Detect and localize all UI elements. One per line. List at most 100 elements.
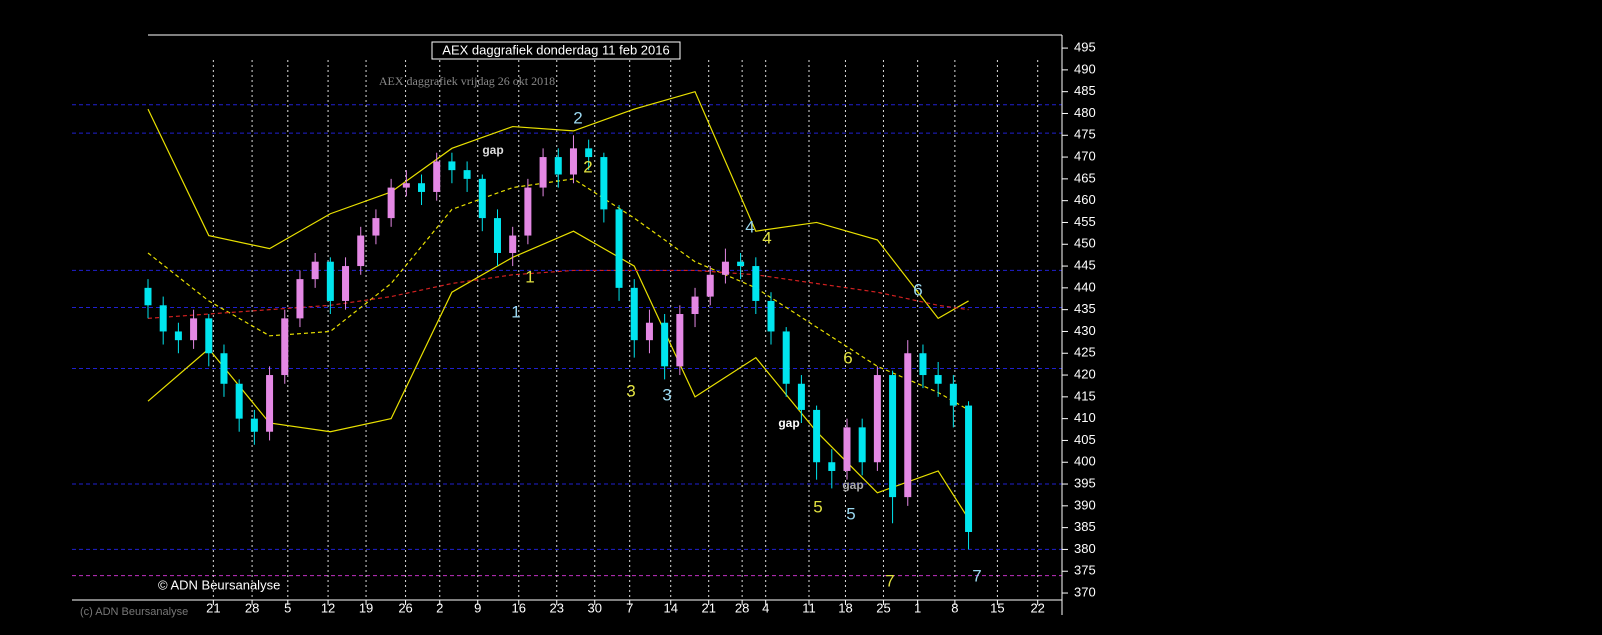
y-tick-label: 435 [1074,301,1096,316]
x-tick-label: 1 [914,600,921,615]
candle-body [190,318,198,341]
candle-body [919,353,927,376]
y-tick-label: 445 [1074,257,1096,272]
wave-label: 6 [913,280,922,299]
x-tick-label: 25 [876,600,890,615]
y-tick-label: 480 [1074,105,1096,120]
candle-body [250,418,258,432]
candle-body [326,261,334,301]
candle-body [645,322,653,341]
candle-body [493,218,501,253]
wave-label: 1 [525,267,534,286]
x-tick-label: 11 [802,600,816,615]
y-tick-label: 370 [1074,584,1096,599]
candle-body [205,318,213,354]
y-tick-label: 410 [1074,410,1096,425]
candle-body [402,183,410,188]
candle-body [311,261,319,280]
wave-label: 3 [662,385,671,404]
x-tick-label: 28 [735,600,749,615]
x-tick-label: 14 [663,600,677,615]
candle-body [144,287,152,306]
candle-body [889,375,897,498]
wave-label: 2 [583,157,592,176]
candle-body [159,305,167,332]
x-tick-label: 16 [512,600,526,615]
wave-label: 4 [745,217,754,236]
y-tick-label: 460 [1074,192,1096,207]
x-tick-label: 23 [550,600,564,615]
x-tick-label: 8 [951,600,958,615]
candle-body [721,261,729,275]
y-tick-label: 395 [1074,475,1096,490]
candle-body [539,157,547,188]
y-tick-label: 475 [1074,127,1096,142]
band-line [147,269,969,319]
candle-body [949,383,957,406]
candle-body [478,178,486,219]
wave-label: 1 [511,302,520,321]
candle-body [569,148,577,175]
y-tick-label: 440 [1074,279,1096,294]
x-tick-label: 28 [245,600,259,615]
x-tick-label: 26 [398,600,412,615]
wave-label: 5 [813,497,822,516]
x-tick-label: 5 [284,600,291,615]
wave-label: 7 [972,566,981,585]
wave-label: 3 [626,381,635,400]
wave-label: gap [842,478,863,492]
chart-title: AEX daggrafiek donderdag 11 feb 2016 [442,42,669,57]
candle-body [661,322,669,367]
x-tick-label: 9 [474,600,481,615]
candle-body [828,462,836,471]
candle-body [387,187,395,219]
y-tick-label: 485 [1074,83,1096,98]
candle-body [706,274,714,297]
x-tick-label: 2 [436,600,443,615]
y-tick-label: 420 [1074,366,1096,381]
y-tick-label: 385 [1074,519,1096,534]
candle-body [448,161,456,171]
candle-body [676,314,684,367]
y-tick-label: 375 [1074,563,1096,578]
y-tick-label: 425 [1074,345,1096,360]
candle-body [767,300,775,332]
title-box [431,41,681,60]
x-tick-label: 12 [321,600,335,615]
candle-body [797,383,805,410]
y-tick-label: 380 [1074,541,1096,556]
x-tick-label: 4 [762,600,769,615]
candle-body [813,409,821,463]
x-tick-label: 15 [990,600,1004,615]
wave-label: 2 [573,108,582,127]
candle-body [524,187,532,236]
x-tick-label: 21 [206,600,220,615]
y-tick-label: 430 [1074,323,1096,338]
candle-body [220,353,228,384]
x-tick-label: 19 [359,600,373,615]
y-tick-label: 405 [1074,432,1096,447]
candle-body [965,405,973,532]
y-tick-label: 390 [1074,497,1096,512]
ghost-subtitle: AEX daggrafiek vrijdag 26 okt 2018 [379,74,555,88]
candle-body [615,209,623,288]
candle-body [630,287,638,341]
y-tick-label: 400 [1074,454,1096,469]
y-tick-label: 450 [1074,236,1096,251]
y-tick-label: 490 [1074,61,1096,76]
wave-label: gap [778,416,799,430]
wave-label: 4 [762,228,771,247]
x-tick-label: 21 [701,600,715,615]
candle-body [296,279,304,319]
copyright-faded: (c) ADN Beursanalyse [80,606,188,618]
candle-body [281,318,289,376]
candle-body [372,218,380,236]
copyright: © ADN Beursanalyse [158,577,280,592]
band-line [147,90,969,320]
candle-body [174,331,182,341]
candle-body [843,427,851,471]
wave-label: 6 [843,348,852,367]
candle-body [737,261,745,267]
